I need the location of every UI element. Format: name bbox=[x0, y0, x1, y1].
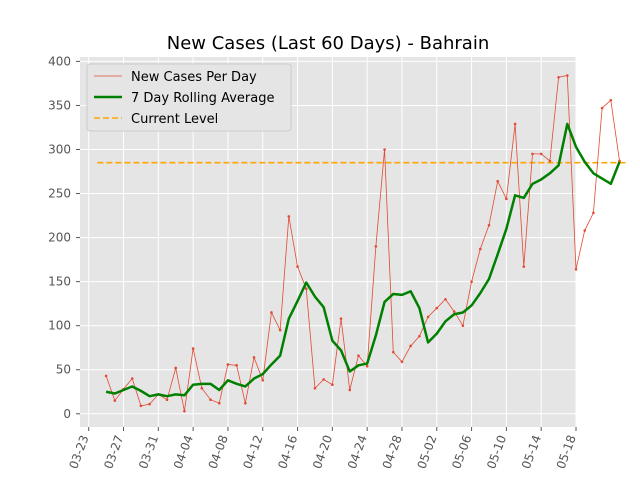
new-cases-point bbox=[235, 364, 238, 367]
new-cases-point bbox=[165, 398, 169, 401]
new-cases-point bbox=[400, 360, 404, 364]
new-cases-point bbox=[339, 317, 343, 320]
new-cases-point bbox=[583, 229, 587, 232]
new-cases-point bbox=[513, 122, 517, 126]
new-cases-point bbox=[261, 379, 265, 382]
new-cases-point bbox=[426, 315, 430, 319]
new-cases-point bbox=[418, 334, 421, 338]
new-cases-point bbox=[383, 148, 386, 151]
new-cases-point bbox=[548, 159, 552, 163]
y-tick-label: 100 bbox=[48, 319, 71, 333]
new-cases-line bbox=[105, 75, 620, 412]
new-cases-point bbox=[365, 364, 369, 368]
new-cases-point bbox=[565, 74, 569, 77]
new-cases-point bbox=[296, 265, 299, 268]
y-tick-label: 350 bbox=[48, 98, 71, 112]
new-cases-point bbox=[374, 245, 378, 248]
y-tick-label: 300 bbox=[48, 143, 71, 157]
new-cases-point bbox=[609, 98, 613, 102]
legend-label-new-cases: New Cases Per Day bbox=[131, 70, 257, 85]
y-tick-label: 50 bbox=[56, 363, 71, 377]
new-cases-point bbox=[505, 197, 508, 201]
new-cases-point bbox=[244, 401, 247, 405]
legend-box bbox=[86, 63, 292, 132]
chart-title: New Cases (Last 60 Days) - Bahrain bbox=[167, 33, 490, 54]
new-cases-point bbox=[104, 374, 108, 378]
new-cases-point bbox=[331, 383, 334, 387]
new-cases-point bbox=[348, 388, 352, 392]
new-cases-point bbox=[304, 287, 308, 290]
new-cases-point bbox=[531, 152, 534, 156]
new-cases-point bbox=[313, 386, 317, 390]
new-cases-point bbox=[191, 347, 195, 350]
new-cases-point bbox=[600, 106, 604, 110]
new-cases-point bbox=[444, 297, 447, 301]
new-cases-point bbox=[209, 398, 212, 401]
new-cases-point bbox=[470, 280, 473, 283]
y-axis: 0 50 100 150 200 250 300 350 400 bbox=[48, 54, 80, 421]
legend: New Cases Per Day 7 Day Rolling Average … bbox=[86, 63, 292, 132]
y-tick-label: 150 bbox=[48, 275, 71, 289]
y-tick-label: 400 bbox=[48, 54, 71, 68]
new-cases-point bbox=[391, 350, 395, 354]
new-cases-point bbox=[592, 211, 595, 215]
new-cases-point bbox=[252, 356, 256, 359]
new-cases-point bbox=[270, 311, 273, 314]
new-cases-point bbox=[278, 328, 282, 332]
new-cases-point bbox=[148, 402, 151, 406]
new-cases-point bbox=[478, 247, 482, 251]
new-cases-point bbox=[357, 354, 360, 357]
y-tick-label: 200 bbox=[48, 231, 71, 245]
new-cases-point bbox=[522, 265, 526, 268]
new-cases-point bbox=[557, 75, 560, 79]
new-cases-point bbox=[287, 215, 291, 218]
rolling-average-line bbox=[105, 122, 621, 398]
series-layer bbox=[97, 74, 629, 413]
new-cases-point bbox=[174, 366, 178, 370]
new-cases-point bbox=[435, 306, 439, 310]
new-cases-point bbox=[496, 179, 499, 183]
y-tick-label: 250 bbox=[48, 187, 71, 201]
new-cases-point bbox=[574, 268, 578, 271]
new-cases-point bbox=[461, 324, 465, 327]
new-cases-point bbox=[113, 399, 117, 402]
new-cases-point bbox=[217, 401, 221, 405]
new-cases-point bbox=[183, 409, 186, 413]
new-cases-point bbox=[409, 344, 412, 348]
new-cases-point bbox=[322, 378, 325, 381]
new-cases-point bbox=[452, 310, 456, 313]
new-cases-point bbox=[139, 404, 143, 408]
y-tick-label: 0 bbox=[63, 407, 71, 421]
legend-label-current-level: Current Level bbox=[131, 112, 218, 127]
new-cases-point bbox=[200, 386, 204, 390]
new-cases-point bbox=[130, 377, 134, 380]
new-cases-point bbox=[226, 363, 230, 366]
new-cases-point bbox=[487, 223, 491, 227]
grid bbox=[80, 57, 577, 427]
new-cases-point bbox=[539, 152, 543, 156]
legend-label-rolling-average: 7 Day Rolling Average bbox=[131, 91, 274, 106]
